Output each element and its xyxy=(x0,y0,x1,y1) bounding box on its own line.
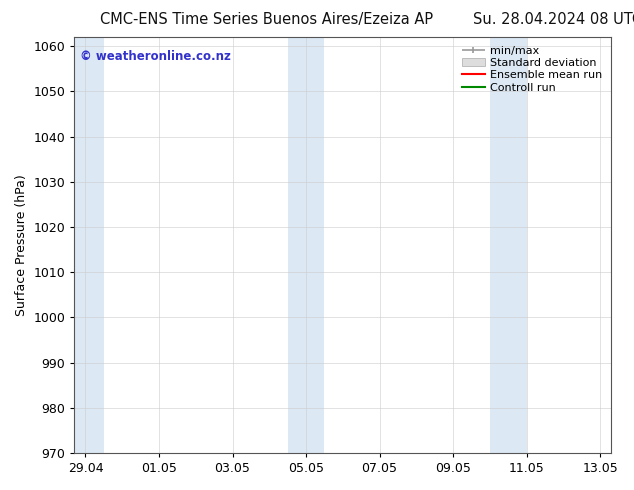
Bar xyxy=(74,37,104,453)
Y-axis label: Surface Pressure (hPa): Surface Pressure (hPa) xyxy=(15,174,28,316)
Bar xyxy=(490,37,527,453)
Bar xyxy=(288,37,325,453)
Text: CMC-ENS Time Series Buenos Aires/Ezeiza AP: CMC-ENS Time Series Buenos Aires/Ezeiza … xyxy=(100,12,433,27)
Legend: min/max, Standard deviation, Ensemble mean run, Controll run: min/max, Standard deviation, Ensemble me… xyxy=(459,43,605,96)
Text: Su. 28.04.2024 08 UTC: Su. 28.04.2024 08 UTC xyxy=(474,12,634,27)
Text: © weatheronline.co.nz: © weatheronline.co.nz xyxy=(80,49,231,63)
